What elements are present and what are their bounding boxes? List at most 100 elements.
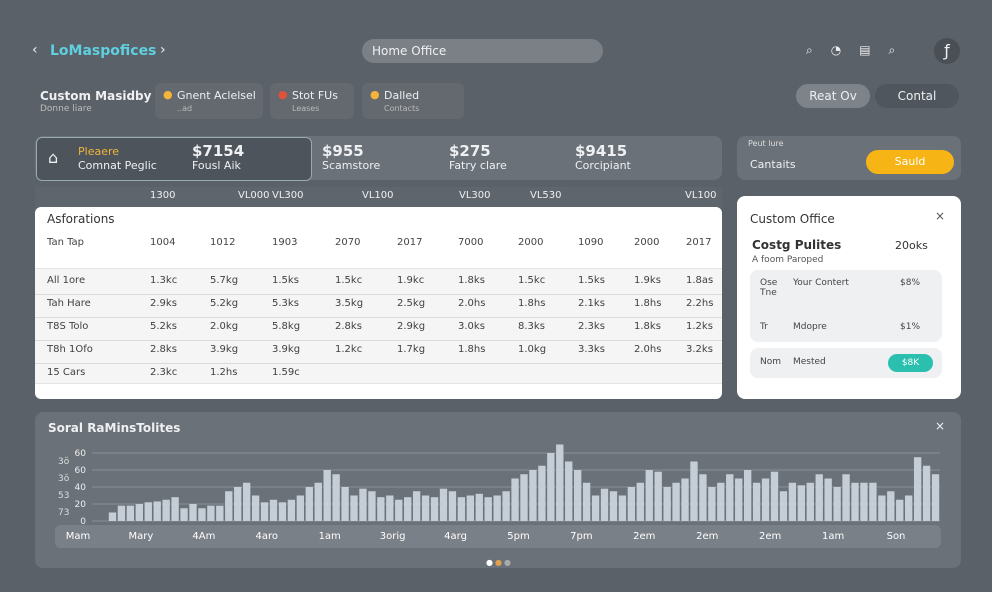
stat-sub: Fousl Aik <box>192 159 241 172</box>
button[interactable]: Contal <box>875 84 959 108</box>
column-header: VL300 <box>272 190 304 201</box>
cell: 2000 <box>518 237 544 248</box>
bar <box>556 444 564 521</box>
stat-value: $275 <box>449 142 491 160</box>
search[interactable]: Home Office <box>362 39 603 63</box>
tab-sub: Contacts <box>384 104 420 113</box>
y-side-label: 3ŏ <box>58 457 70 467</box>
cell: 2.9kg <box>397 321 426 332</box>
cell: 5.2kg <box>210 298 239 309</box>
x-label: 4arg <box>444 531 467 542</box>
side-pill[interactable]: $8K <box>888 354 933 372</box>
bar <box>547 453 555 521</box>
bar <box>654 471 662 521</box>
side-cell: Mdopre <box>793 322 827 332</box>
x-label: Mam <box>66 531 91 542</box>
action-label: Peut lure <box>748 139 784 148</box>
toolbar-subtitle: Donne liare <box>40 104 92 114</box>
y-tick-label: 40 <box>75 483 87 493</box>
bar <box>529 470 537 521</box>
action-text: Cantaits <box>750 158 796 171</box>
y-tick-label: 60 <box>75 449 87 459</box>
cell: 1.5ks <box>578 275 605 286</box>
y-side-label: 53 <box>58 491 69 501</box>
x-label: 2em <box>633 531 655 542</box>
row-label: Tan Tap <box>47 237 85 248</box>
column-header: VL300 <box>459 190 491 201</box>
stat-value: $955 <box>322 142 364 160</box>
cell: 3.3ks <box>578 344 605 355</box>
bar <box>484 497 492 521</box>
bar <box>395 499 403 521</box>
stat-tag: Pleaere <box>78 145 120 158</box>
cell: 1.0kg <box>518 344 547 355</box>
close[interactable]: × <box>935 419 946 433</box>
cell: 1.8as <box>686 275 714 286</box>
bar <box>117 505 126 521</box>
bar <box>618 495 627 521</box>
bar <box>887 491 895 521</box>
row-divider <box>35 383 722 384</box>
row-divider <box>35 340 722 341</box>
cell: 3.9kg <box>210 344 239 355</box>
forward[interactable]: › <box>160 42 166 58</box>
table-panel <box>35 207 722 399</box>
cell: 1004 <box>150 237 176 248</box>
tab-label: Stot FUs <box>292 89 338 102</box>
bar <box>144 502 152 521</box>
cell: 1.2ks <box>686 321 713 332</box>
cell: 1.8hs <box>458 344 486 355</box>
cell: 5.7kg <box>210 275 239 286</box>
bar <box>305 487 313 521</box>
profile[interactable]: ƒ <box>934 38 960 64</box>
bar <box>663 487 671 521</box>
stat-sub: Corcipiant <box>575 159 631 172</box>
side-cell: Ose Tne <box>760 278 778 298</box>
row-label: T8h 1Ofo <box>47 344 93 355</box>
bar <box>842 474 850 521</box>
cell: 3.9kg <box>272 344 301 355</box>
cell: 1090 <box>578 237 604 248</box>
bar <box>574 470 582 521</box>
bar <box>538 465 546 521</box>
back[interactable]: ‹ <box>32 42 38 58</box>
bar <box>386 495 394 521</box>
y-side-label: 73 <box>58 508 69 518</box>
tab[interactable] <box>270 83 354 119</box>
cell: 2.0hs <box>458 298 486 309</box>
cell: 5.3ks <box>272 298 299 309</box>
bar <box>404 497 412 521</box>
y-tick-label: 60 <box>75 466 87 476</box>
tab-icon: ● <box>163 88 173 101</box>
pager[interactable]: ●●● <box>486 558 513 567</box>
bar <box>207 505 215 521</box>
button[interactable]: Reat Ov <box>796 84 870 108</box>
bar <box>636 482 644 521</box>
x-label: 7pm <box>570 531 592 542</box>
bar <box>412 491 421 521</box>
stat-value: $7154 <box>192 142 245 160</box>
cell: 1.5ks <box>272 275 299 286</box>
cell: 2.3kc <box>150 367 178 378</box>
row-divider <box>35 294 722 295</box>
bar <box>851 482 859 521</box>
cell: 1.8hs <box>518 298 546 309</box>
stat-highlight[interactable] <box>36 137 312 181</box>
column-header: VL100 <box>362 190 394 201</box>
tab-sub: Leases <box>292 104 320 113</box>
side-cell: Mested <box>793 357 826 367</box>
close[interactable]: × <box>935 209 946 223</box>
cell: 2.9ks <box>150 298 177 309</box>
tab[interactable] <box>155 83 263 119</box>
column-header: 1300 <box>150 190 176 201</box>
save-button[interactable]: Sauld <box>866 150 954 174</box>
tab[interactable] <box>362 83 464 119</box>
bar <box>430 497 439 521</box>
cell: 1.7kg <box>397 344 426 355</box>
x-label: 2em <box>759 531 781 542</box>
side-cell: $8% <box>900 278 921 288</box>
column-header: VL000 <box>238 190 270 201</box>
side-title: Custom Office <box>750 212 835 226</box>
icons[interactable]: ⌕◔▤⌕ <box>806 43 914 57</box>
